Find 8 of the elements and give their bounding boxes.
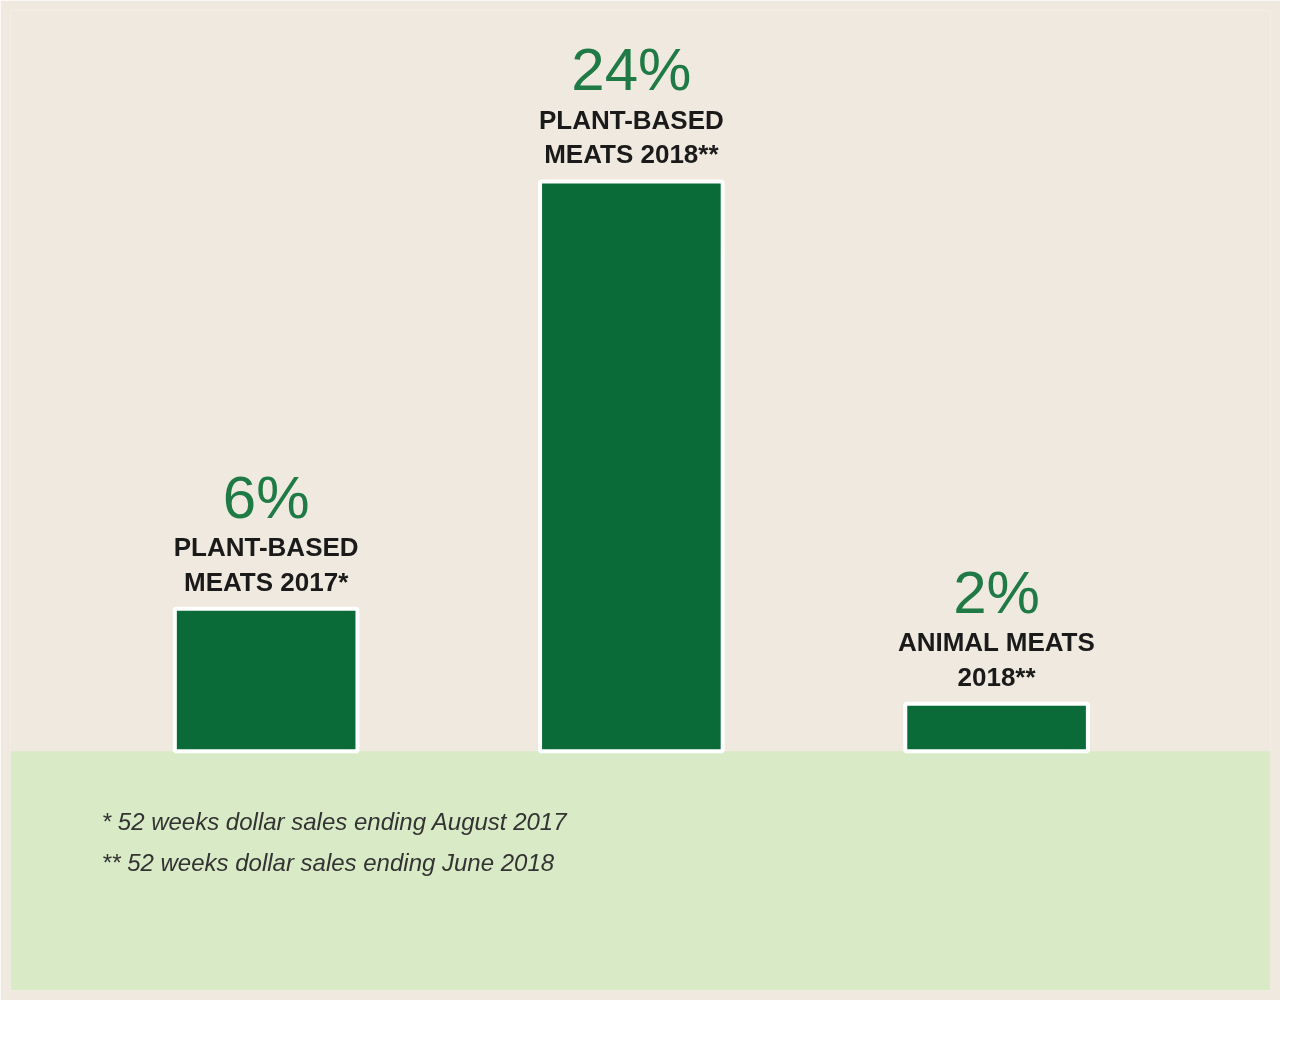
- data-label: 6%: [222, 463, 310, 531]
- text: * 52 weeks dollar sales ending August 2017: [101, 807, 569, 835]
- x-tick-label: PLANT-BASED MEATS 2017*: [173, 532, 359, 597]
- x-tick-label: PLANT-BASED MEATS 2018**: [538, 104, 724, 170]
- data-label: 24%: [571, 36, 692, 104]
- data-label: 2%: [953, 558, 1040, 626]
- text: ** 52 weeks dollar sales ending June 2018: [101, 848, 555, 876]
- x-tick-label: ANIMAL MEATS 2018**: [897, 627, 1095, 692]
